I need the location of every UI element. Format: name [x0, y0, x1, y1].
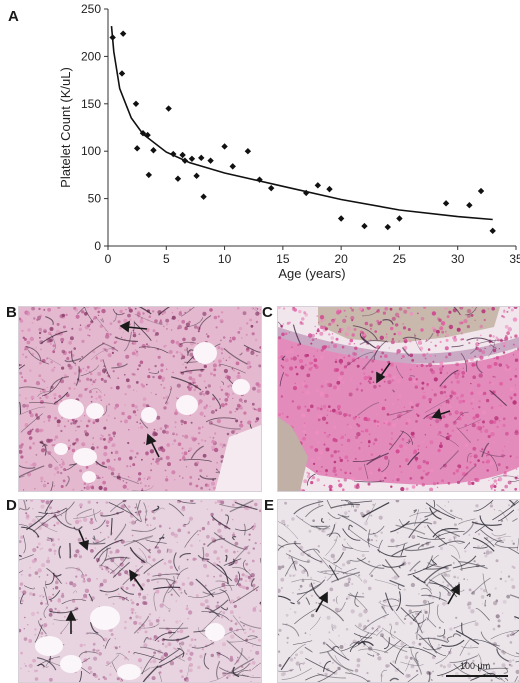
data-point — [221, 143, 228, 150]
data-point — [133, 145, 141, 152]
data-point — [132, 100, 140, 107]
x-tick-label: 35 — [509, 252, 520, 266]
micrograph-b-image — [19, 307, 261, 491]
data-point — [139, 129, 147, 137]
data-point — [179, 151, 186, 159]
micrograph-c — [277, 306, 520, 492]
data-point — [207, 157, 214, 164]
panel-label-d: D — [6, 497, 17, 514]
trend-line — [110, 26, 493, 221]
data-point — [193, 172, 200, 180]
data-point — [256, 176, 263, 183]
micrograph-b — [18, 306, 262, 492]
arrow-icon — [119, 320, 148, 333]
micrograph-c-image — [278, 307, 519, 491]
data-point — [165, 105, 172, 112]
x-tick-label: 5 — [163, 252, 170, 266]
panel-label-b: B — [6, 304, 17, 321]
arrow-icon — [78, 529, 89, 551]
micrograph-e: 100 µm — [277, 499, 520, 683]
data-point — [466, 202, 473, 209]
data-point — [200, 193, 207, 200]
data-point — [314, 182, 322, 189]
data-point — [109, 34, 116, 41]
arrow-icon — [315, 591, 328, 613]
data-point — [396, 215, 403, 222]
y-tick-label: 150 — [81, 97, 101, 111]
scale-bar-label: 100 µm — [460, 661, 491, 671]
x-tick-label: 15 — [276, 252, 290, 266]
x-tick-label: 10 — [218, 252, 232, 266]
y-tick-label: 100 — [81, 144, 101, 158]
data-point — [244, 148, 252, 155]
data-point — [477, 187, 485, 195]
y-axis-label: Platelet Count (K/uL) — [58, 67, 73, 188]
arrow-icon — [129, 569, 144, 591]
data-point — [150, 147, 157, 154]
y-tick-label: 200 — [81, 49, 101, 63]
data-point — [174, 175, 182, 182]
data-point — [337, 215, 345, 222]
x-tick-label: 20 — [334, 252, 348, 266]
arrow-icon — [376, 362, 391, 384]
data-point — [326, 185, 333, 193]
panel-label-e: E — [264, 497, 275, 514]
data-point — [181, 157, 189, 164]
panel-label-a: A — [8, 8, 19, 25]
x-tick-label: 30 — [451, 252, 465, 266]
panel-label-c: C — [262, 304, 273, 321]
data-point — [119, 30, 127, 37]
micrograph-d-image — [19, 500, 261, 682]
data-point — [489, 227, 496, 235]
data-point — [442, 200, 450, 207]
data-point — [268, 184, 275, 192]
data-point — [188, 155, 196, 162]
data-point — [144, 131, 151, 139]
x-tick-label: 25 — [393, 252, 407, 266]
x-tick-label: 0 — [105, 252, 112, 266]
arrow-icon — [65, 610, 77, 634]
y-tick-label: 50 — [88, 192, 102, 206]
data-point — [384, 223, 391, 231]
data-point — [302, 189, 310, 197]
data-point — [198, 154, 205, 162]
arrow-icon — [447, 583, 460, 605]
micrograph-d — [18, 499, 262, 683]
arrow-icon — [146, 433, 160, 458]
data-point — [145, 171, 152, 179]
arrow-icon — [431, 408, 451, 419]
data-point — [170, 150, 177, 158]
micrograph-e-image — [278, 500, 519, 682]
platelet-scatter-chart: 0 50 100 150 200 250 0 5 10 15 20 25 30 35 Age (years)… — [58, 2, 520, 281]
data-point — [118, 70, 126, 77]
data-point — [229, 163, 236, 170]
y-tick-label: 0 — [94, 239, 101, 253]
x-axis-label: Age (years) — [278, 266, 345, 281]
y-tick-label: 250 — [81, 2, 101, 16]
data-point — [361, 222, 368, 230]
